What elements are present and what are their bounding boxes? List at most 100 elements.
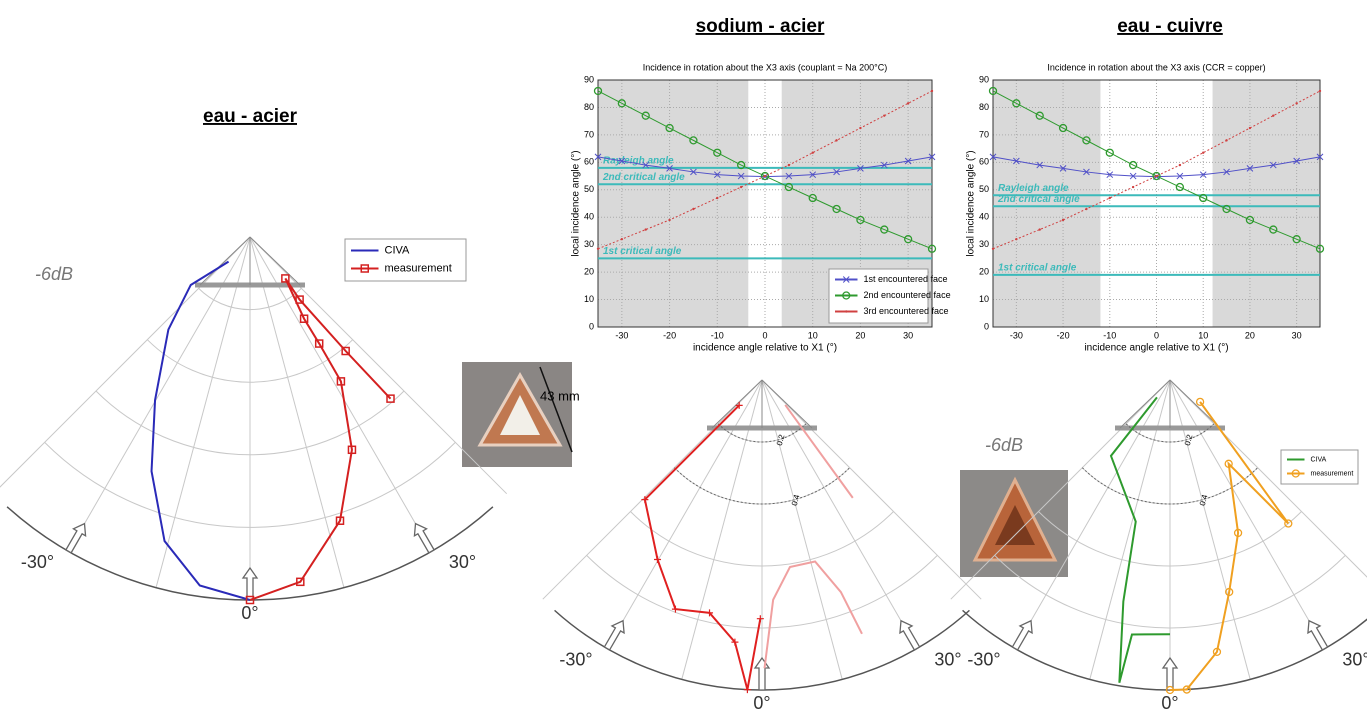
x-tick-label: 0: [1154, 330, 1159, 340]
marker: [1131, 185, 1135, 189]
marker: [692, 207, 695, 211]
marker: [989, 153, 997, 161]
marker: [1058, 123, 1068, 133]
probe: [199, 236, 301, 286]
marker: [665, 123, 674, 133]
polar-spoke: [761, 379, 982, 600]
axes-frame: [992, 79, 1321, 328]
y-tick-label: 60: [979, 157, 989, 167]
series-line: [1169, 401, 1290, 691]
legend-label: measurement: [1311, 470, 1354, 477]
marker: [281, 274, 290, 283]
angle-label: -30°: [21, 552, 54, 572]
marker: [336, 377, 346, 386]
angle-label: -30°: [559, 649, 592, 669]
angle-arrow: [241, 566, 259, 601]
x-tick-label: 10: [808, 330, 818, 340]
angle-label: -30°: [967, 649, 1000, 669]
angle-label: 30°: [1342, 649, 1367, 669]
marker: [1129, 172, 1137, 180]
marker: [928, 153, 936, 161]
angle-arrow: [1307, 619, 1329, 651]
marker: [880, 161, 888, 169]
marker: [988, 86, 998, 96]
legend-box: [344, 238, 467, 282]
marker: [644, 228, 647, 231]
angle-arrow: [1011, 619, 1033, 651]
marker: [811, 151, 814, 154]
reference-label: Rayleigh angle: [998, 183, 1069, 194]
x-tick-label: -30: [1010, 330, 1023, 340]
reference-label: 2nd critical angle: [602, 172, 685, 183]
polar-grid-arc: [1081, 467, 1259, 505]
marker: [1105, 148, 1114, 157]
marker: [1083, 168, 1090, 176]
marker: [903, 235, 913, 244]
polar-spoke: [606, 379, 763, 649]
y-tick-label: 90: [584, 74, 594, 84]
x-tick-label: 0: [762, 330, 767, 340]
angle-label: 30°: [934, 649, 961, 669]
marker: [641, 111, 650, 120]
marker: [1195, 397, 1205, 407]
polar-grid-arc: [673, 467, 851, 505]
polar-outer-arc: [962, 609, 1367, 691]
series-line: [597, 90, 933, 250]
photo: [960, 470, 1068, 577]
marker: [642, 161, 650, 169]
r-tick-label: 0.4: [1198, 493, 1210, 507]
shade: [598, 80, 749, 327]
marker: [1013, 157, 1020, 165]
marker: [617, 99, 627, 108]
marker: [739, 185, 743, 189]
polar-spoke: [249, 236, 432, 552]
marker: [596, 247, 600, 250]
marker: [299, 314, 309, 323]
angle-label: 0°: [753, 693, 770, 713]
shade: [1212, 80, 1320, 327]
x-axis-label: incidence angle relative to X1 (°): [693, 343, 837, 354]
polar-spoke: [0, 236, 251, 488]
legend-label: CIVA: [1311, 456, 1327, 463]
marker: [620, 237, 624, 241]
marker: [1152, 171, 1161, 181]
marker: [1223, 168, 1230, 176]
angle-arrow: [753, 656, 771, 691]
marker: [245, 595, 255, 605]
marker: [737, 172, 745, 180]
marker: [906, 102, 910, 105]
shade: [993, 80, 1101, 327]
marker: [784, 182, 794, 192]
polar-spoke: [761, 379, 918, 649]
series-line: [763, 404, 863, 669]
marker: [1155, 174, 1158, 178]
marker: [1222, 204, 1231, 214]
marker: [1248, 126, 1252, 130]
legend-marker: [842, 291, 851, 300]
marker: [1059, 165, 1067, 172]
legend-box: [1280, 449, 1359, 485]
heading: eau - acier: [203, 106, 298, 127]
marker: [1225, 139, 1228, 142]
y-tick-label: 40: [979, 212, 989, 222]
marker: [1015, 237, 1018, 241]
legend-marker: [842, 276, 850, 283]
heading: sodium - acier: [696, 16, 825, 37]
legend-label: measurement: [385, 262, 452, 274]
legend-marker: [1291, 469, 1300, 478]
marker: [756, 615, 764, 623]
marker: [809, 171, 817, 179]
x-tick-label: 30: [1292, 330, 1302, 340]
polar-spoke: [68, 236, 251, 552]
marker: [743, 686, 751, 694]
marker: [618, 157, 626, 165]
legend-marker: [360, 264, 369, 273]
y-tick-label: 10: [979, 294, 989, 304]
polar-spoke: [681, 379, 763, 680]
marker: [883, 114, 886, 117]
marker: [1106, 171, 1114, 179]
r-tick-label: 0.2: [775, 433, 787, 447]
heading: eau - cuivre: [1117, 16, 1223, 37]
marker: [1246, 165, 1254, 172]
marker: [1176, 172, 1184, 180]
